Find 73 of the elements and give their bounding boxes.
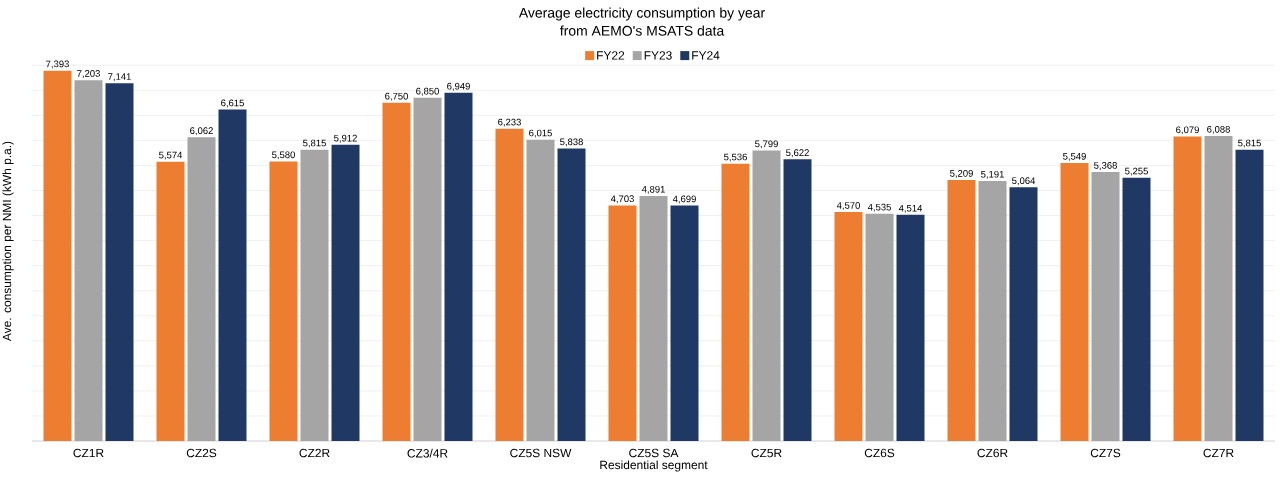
data-label: 6,233	[498, 118, 521, 127]
bar	[43, 70, 72, 441]
data-label: 4,535	[867, 203, 891, 212]
x-tick-label: CZ6R	[977, 448, 1008, 458]
x-tick-label: CZ6S	[864, 448, 895, 458]
data-label: 4,514	[898, 204, 923, 213]
data-label: 4,703	[610, 195, 634, 204]
chart-title: Average electricity consumption by year	[518, 7, 765, 21]
bar	[156, 161, 185, 441]
data-label: 7,393	[46, 60, 69, 69]
data-label: 5,209	[950, 170, 973, 178]
legend-label: FY22	[597, 51, 625, 60]
bar	[783, 159, 812, 441]
bar	[382, 102, 411, 441]
data-label: 5,574	[159, 151, 183, 160]
data-label: 6,062	[190, 127, 213, 136]
bar	[1122, 177, 1151, 441]
data-label: 4,699	[672, 195, 696, 204]
bar	[218, 109, 247, 441]
bar	[1009, 187, 1038, 441]
chart-subtitle: from AEMO's MSATS data	[560, 25, 725, 36]
data-label: 5,191	[981, 170, 1004, 179]
data-label: 5,255	[1125, 167, 1148, 176]
data-label: 6,015	[529, 129, 552, 138]
bar	[557, 148, 586, 441]
data-label: 6,088	[1207, 125, 1230, 134]
bar	[1060, 163, 1089, 441]
data-label: 7,141	[108, 73, 131, 82]
bar	[444, 92, 473, 441]
data-label: 7,203	[77, 70, 100, 78]
bar	[670, 205, 699, 441]
bar	[269, 161, 298, 441]
x-tick-label: CZ5S NSW	[510, 448, 572, 458]
x-axis-title: Residential segment	[600, 460, 708, 472]
data-label: 6,079	[1176, 126, 1199, 135]
bar	[721, 163, 750, 441]
data-label: 6,850	[416, 87, 439, 96]
bar	[834, 212, 863, 441]
x-tick-label: CZ1R	[73, 448, 104, 458]
bar	[1235, 149, 1264, 441]
data-label: 4,891	[641, 185, 665, 194]
data-label: 5,838	[560, 138, 583, 147]
bar	[608, 205, 637, 441]
x-tick-label: CZ2S	[186, 448, 217, 458]
bar	[896, 214, 925, 441]
data-label: 5,815	[303, 139, 326, 148]
data-label: 5,912	[334, 134, 357, 143]
bar	[1173, 136, 1202, 441]
data-label: 5,536	[724, 153, 747, 162]
x-tick-label: CZ5S SA	[629, 448, 679, 458]
x-tick-label: CZ7S	[1090, 448, 1121, 458]
data-label: 5,580	[272, 151, 295, 160]
bar	[495, 128, 524, 441]
legend-label: FY23	[644, 51, 672, 60]
data-label: 4,570	[836, 202, 860, 210]
bar	[947, 180, 976, 441]
data-label: 5,799	[755, 140, 778, 149]
data-label: 5,815	[1238, 139, 1261, 148]
data-label: 6,615	[221, 99, 244, 108]
data-label: 5,064	[1012, 177, 1036, 186]
data-label: 5,622	[786, 149, 809, 158]
y-axis-title: Ave. consumption per NMI (kWh p.a.)	[2, 141, 14, 342]
legend-label: FY24	[692, 51, 720, 60]
data-label: 5,368	[1094, 162, 1117, 170]
x-tick-label: CZ5R	[751, 448, 782, 458]
bar	[331, 144, 360, 441]
data-label: 6,949	[447, 82, 470, 91]
bar	[105, 83, 134, 441]
x-tick-label: CZ3/4R	[407, 448, 448, 458]
x-tick-label: CZ7R	[1203, 448, 1234, 458]
x-tick-label: CZ2R	[299, 448, 330, 458]
data-label: 5,549	[1063, 152, 1086, 161]
data-label: 6,750	[385, 92, 408, 101]
